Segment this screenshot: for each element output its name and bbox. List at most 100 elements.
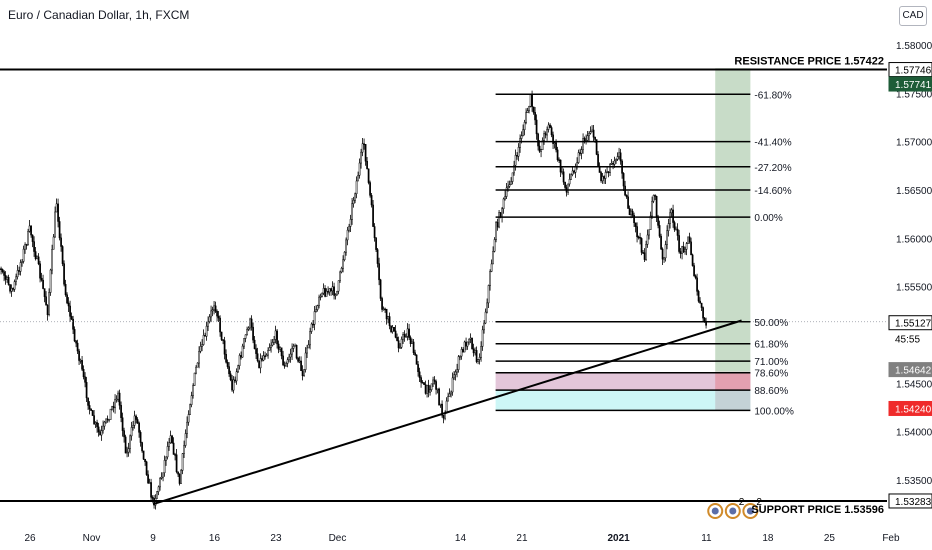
candle-body [324, 288, 326, 297]
candle-body [88, 405, 91, 410]
candle-body [520, 135, 523, 139]
fib-level-label: 61.80% [754, 340, 788, 351]
candle-body [522, 129, 524, 137]
candle-body [690, 241, 692, 256]
candle-body [582, 138, 584, 150]
candle-body [300, 360, 302, 372]
candle-body [385, 308, 388, 320]
candle-body [55, 203, 58, 213]
candle-body [10, 288, 13, 292]
candle-body [138, 422, 140, 433]
x-tick-label: 16 [209, 533, 221, 544]
candle-body [525, 112, 527, 123]
candle-body [495, 222, 497, 240]
candle-body [492, 251, 494, 265]
y-tick-label: 1.57500 [896, 89, 932, 100]
price-tag-label: 1.54240 [895, 404, 932, 415]
candle-body [340, 267, 343, 273]
candle-body [546, 129, 548, 136]
event-count-label: 2 [739, 497, 745, 508]
candle-body [240, 355, 242, 358]
candle-body [94, 422, 97, 425]
candle-body [247, 327, 250, 330]
candle-body [463, 341, 466, 353]
candle-body [27, 231, 29, 245]
candle-body [328, 288, 331, 293]
calendar-event-dot [711, 507, 719, 515]
y-tick-label: 1.56500 [896, 186, 932, 197]
candle-body [355, 180, 358, 195]
candle-body [418, 371, 421, 378]
candle-body [637, 236, 640, 239]
candle-body [196, 362, 199, 368]
candle-body [82, 369, 85, 378]
candle-body [426, 384, 428, 394]
candle-body [679, 251, 682, 254]
candle-body [627, 196, 629, 209]
candle-body [487, 285, 490, 304]
candle-body [180, 470, 182, 484]
candle-body [9, 284, 11, 292]
candle-body [427, 384, 430, 393]
candle-body [583, 138, 586, 142]
candle-body [352, 199, 355, 204]
currency-button[interactable]: CAD [899, 6, 927, 26]
candle-body [207, 321, 209, 327]
candle-body [177, 471, 179, 475]
candle-body [171, 435, 173, 444]
candle-body [286, 359, 289, 364]
candle-body [376, 249, 379, 264]
candle-body [360, 151, 362, 164]
candle-body [133, 415, 136, 426]
candle-body [397, 340, 400, 349]
candle-body [244, 334, 247, 339]
candle-body [345, 239, 347, 253]
candle-body [36, 256, 38, 260]
candle-body [574, 166, 577, 173]
candle-body [429, 389, 431, 393]
candle-body [366, 160, 368, 170]
candle-body [198, 351, 200, 364]
candle-body [406, 328, 409, 337]
candle-body [535, 119, 538, 135]
candle-body [57, 203, 59, 222]
candle-body [457, 356, 460, 370]
candle-body [274, 330, 277, 340]
candle-body [537, 133, 539, 147]
entry-zone-overlap [715, 390, 751, 411]
candle-body [414, 352, 416, 356]
fib-level-label: -61.80% [754, 90, 791, 101]
fib-level-label: 0.00% [754, 213, 782, 224]
candle-body [688, 236, 691, 243]
candle-body [531, 94, 533, 108]
y-tick-label: 1.56000 [896, 234, 932, 245]
fib-zone-886-100 [495, 390, 751, 411]
candle-body [294, 344, 296, 347]
candle-body [156, 491, 158, 499]
candle-body [285, 363, 287, 367]
candle-body [189, 404, 191, 415]
candle-body [693, 265, 695, 277]
candle-body [183, 445, 185, 454]
fib-level-label: 71.00% [754, 357, 788, 368]
candle-body [459, 355, 461, 358]
candle-body [19, 262, 22, 272]
fib-level-label: -41.40% [754, 138, 791, 149]
chart-title: Euro / Canadian Dollar, 1h, FXCM [8, 8, 190, 22]
candle-body [625, 194, 628, 198]
candle-body [64, 283, 67, 296]
candle-body [436, 388, 439, 391]
candle-body [99, 431, 101, 436]
candle-body [676, 228, 679, 236]
candle-body [304, 352, 307, 370]
candle-body [18, 270, 20, 272]
candle-body [655, 195, 658, 217]
candle-body [162, 472, 164, 478]
y-tick-label: 1.54000 [896, 428, 932, 439]
candle-body [694, 275, 697, 279]
candle-body [394, 330, 397, 338]
candle-body [351, 203, 353, 220]
candle-body [334, 294, 337, 297]
candle-body [124, 436, 127, 454]
